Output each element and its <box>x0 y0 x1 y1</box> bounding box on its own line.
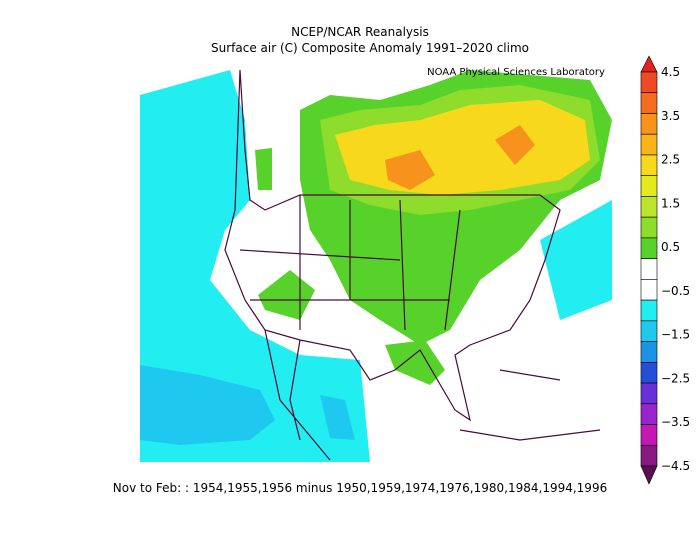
colorbar-arrow <box>640 55 658 73</box>
colorbar-box <box>640 71 658 94</box>
colorbar-label: 1.5 <box>661 196 680 210</box>
footer: Nov to Feb: : 1954,1955,1956 minus 1950,… <box>113 481 607 495</box>
colorbar-label: −1.5 <box>661 328 690 342</box>
map <box>140 69 612 462</box>
colorbar-box <box>640 320 658 342</box>
credit: NOAA Physical Sciences Laboratory <box>427 67 605 78</box>
colorbar-label: 3.5 <box>661 109 680 123</box>
colorbar-box <box>640 424 658 446</box>
colorbar-box <box>640 92 658 114</box>
colorbar-label: 2.5 <box>661 153 680 167</box>
colorbar-box <box>640 444 658 467</box>
colorbar-label: −4.5 <box>661 459 690 473</box>
colorbar-box <box>640 382 658 405</box>
colorbar-label: 4.5 <box>661 65 680 79</box>
title: NCEP/NCAR Reanalysis <box>291 25 429 39</box>
colorbar-label: −0.5 <box>661 284 690 298</box>
colorbar-box <box>640 216 658 239</box>
colorbar-box <box>640 175 658 197</box>
colorbar-box <box>640 362 658 384</box>
colorbar-arrow <box>640 465 658 485</box>
colorbar-box <box>640 196 658 218</box>
colorbar-box <box>640 237 658 259</box>
colorbar-box <box>640 403 658 425</box>
colorbar-box <box>640 299 658 322</box>
colorbar-box <box>640 341 658 363</box>
colorbar-label: −2.5 <box>661 371 690 385</box>
colorbar-box <box>640 154 658 176</box>
colorbar-box <box>640 133 658 156</box>
colorbar-label: −3.5 <box>661 415 690 429</box>
colorbar-box <box>640 258 658 280</box>
subtitle: Surface air (C) Composite Anomaly 1991–2… <box>211 41 529 55</box>
colorbar-box <box>640 113 658 135</box>
colorbar-label: 0.5 <box>661 240 680 254</box>
colorbar-box <box>640 279 658 301</box>
colorbar: 4.5 3.5 2.5 1.5 0.5 −0.5 −1.5 −2.5 −3.5 −4.5 <box>640 55 690 485</box>
